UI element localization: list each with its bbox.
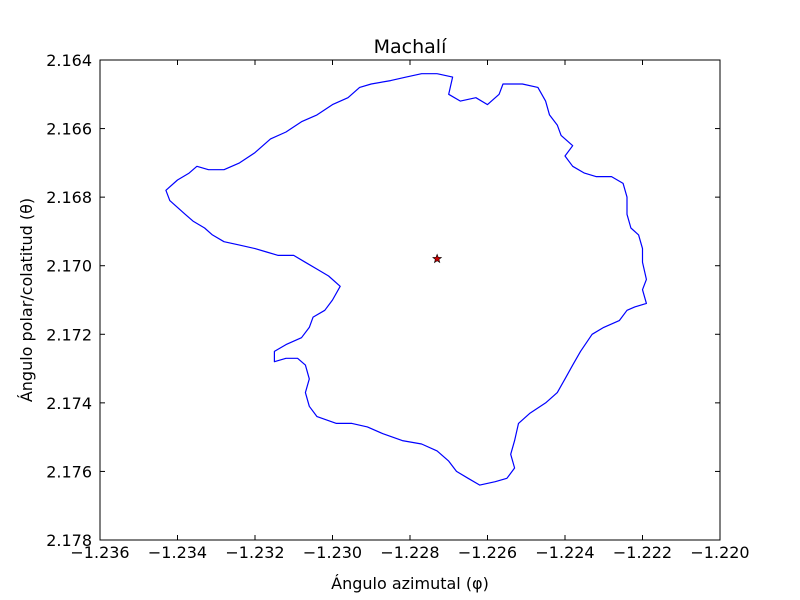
x-tick-label: −1.230 <box>303 543 362 562</box>
y-tick-label: 2.176 <box>46 462 92 481</box>
x-tick-label: −1.234 <box>148 543 207 562</box>
y-tick-label: 2.172 <box>46 325 92 344</box>
axes: −1.236 −1.234 −1.232 −1.230 −1.228 −1.226 −1.2… <box>46 51 749 562</box>
plot-frame <box>99 59 721 541</box>
x-tick-label: −1.224 <box>535 543 594 562</box>
y-tick-label: 2.164 <box>46 51 92 70</box>
chart-title: Machalí <box>374 36 447 58</box>
y-tick-label: 2.170 <box>46 257 92 276</box>
x-tick-label: −1.226 <box>458 543 517 562</box>
x-tick-label: −1.228 <box>380 543 439 562</box>
y-axis-label: Ángulo polar/colatitud (θ) <box>17 198 36 402</box>
plot-area <box>165 73 648 486</box>
boundary-line <box>165 73 648 486</box>
x-tick-label: −1.232 <box>225 543 284 562</box>
x-tick-label: −1.220 <box>690 543 749 562</box>
y-tick-label: 2.174 <box>46 394 92 413</box>
x-tick-label: −1.222 <box>613 543 672 562</box>
y-tick-label: 2.166 <box>46 120 92 139</box>
center-star-marker <box>432 253 443 264</box>
y-tick-label: 2.178 <box>46 531 92 550</box>
y-tick-label: 2.168 <box>46 188 92 207</box>
x-axis-label: Ángulo azimutal (φ) <box>331 574 489 593</box>
x-tick-label: −1.236 <box>70 543 129 562</box>
